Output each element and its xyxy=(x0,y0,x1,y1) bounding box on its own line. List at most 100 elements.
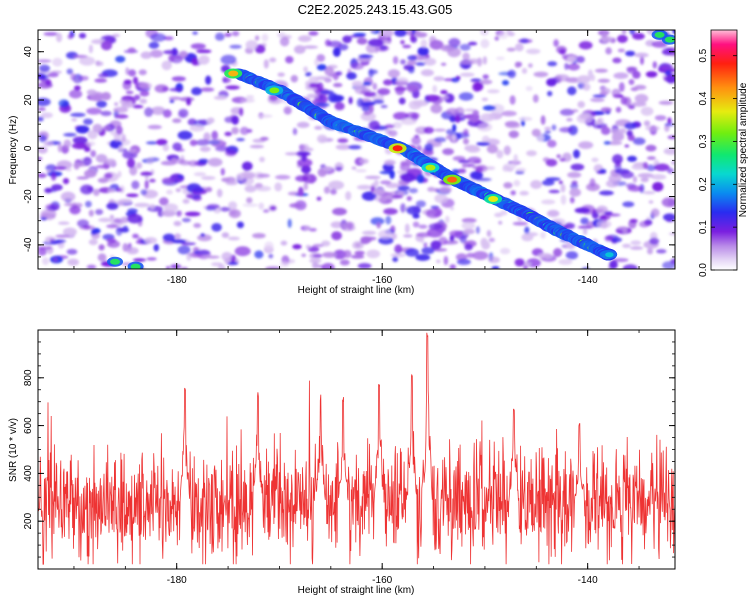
heatmap-cell xyxy=(475,177,492,182)
heatmap-cell xyxy=(177,130,193,140)
heatmap-cell xyxy=(231,115,239,125)
heatmap-cell xyxy=(462,162,467,169)
heatmap-cell xyxy=(351,80,363,88)
heatmap-cell xyxy=(559,127,573,133)
heatmap-cell xyxy=(128,148,137,153)
heatmap-cell xyxy=(256,173,270,178)
heatmap-cell xyxy=(66,68,74,75)
heatmap-cell xyxy=(630,246,644,250)
heatmap-cell xyxy=(192,186,205,193)
heatmap-cell xyxy=(564,222,576,230)
heatmap-cell xyxy=(144,107,154,117)
heatmap-cell xyxy=(149,49,163,58)
colorbar-tick-label: 0.5 xyxy=(698,48,709,62)
heatmap-cell xyxy=(314,126,323,130)
heatmap-cell xyxy=(590,74,596,82)
heatmap-cell xyxy=(331,97,343,103)
heatmap-cell xyxy=(645,125,660,132)
heatmap-cell xyxy=(406,60,417,66)
heatmap-cell xyxy=(50,239,63,245)
heatmap-cell xyxy=(221,177,231,182)
heatmap-y-axis-label: Frequency (Hz) xyxy=(8,116,19,185)
heatmap-cell xyxy=(627,155,637,162)
heatmap-cell xyxy=(314,76,330,81)
heatmap-cell xyxy=(600,36,613,43)
heatmap-cell xyxy=(175,188,181,193)
heatmap-cell xyxy=(476,142,491,146)
heatmap-cell xyxy=(634,93,649,103)
heatmap-cell xyxy=(38,134,47,143)
heatmap-cell xyxy=(104,158,116,165)
heatmap-cell xyxy=(650,208,660,218)
heatmap-cell xyxy=(140,189,148,196)
heatmap-cell xyxy=(603,141,611,145)
heatmap-cell xyxy=(461,221,476,230)
heatmap-cell xyxy=(38,156,43,161)
heatmap-cell xyxy=(427,186,436,192)
heatmap-cell xyxy=(418,224,428,229)
heatmap-cell xyxy=(476,164,488,173)
heatmap-cell xyxy=(71,118,78,122)
heatmap-cell xyxy=(169,99,175,103)
heatmap-cell xyxy=(289,203,304,208)
heatmap-cell xyxy=(599,190,614,196)
heatmap-cell xyxy=(168,96,182,101)
heatmap-cell xyxy=(470,78,482,82)
heatmap-cell xyxy=(475,226,480,234)
heatmap-cell xyxy=(393,112,409,120)
heatmap-cell xyxy=(328,73,336,78)
heatmap-cell xyxy=(390,253,406,258)
heatmap-cell xyxy=(368,120,380,131)
heatmap-cell xyxy=(472,251,489,260)
heatmap-cell xyxy=(69,205,81,215)
heatmap-cell xyxy=(102,125,110,131)
heatmap-cell xyxy=(417,55,427,61)
heatmap-cell xyxy=(335,162,342,167)
heatmap-cell xyxy=(215,32,225,41)
heatmap-cell xyxy=(433,76,445,82)
heatmap-cell xyxy=(62,178,70,185)
heatmap-cell xyxy=(637,173,654,178)
heatmap-cell xyxy=(470,171,483,180)
heatmap-cell xyxy=(38,107,46,111)
snr-x-tick-label: -160 xyxy=(372,575,392,586)
heatmap-cell xyxy=(566,55,577,63)
heatmap-cell xyxy=(121,134,126,143)
heatmap-cell xyxy=(139,82,152,90)
heatmap-cell xyxy=(632,70,641,79)
heatmap-cell xyxy=(139,90,150,97)
heatmap-cell xyxy=(211,130,218,140)
heatmap-y-tick-label: -40 xyxy=(23,237,34,252)
heatmap-cell xyxy=(582,83,591,91)
heatmap-cell xyxy=(236,138,245,142)
heatmap-cell xyxy=(448,240,459,244)
snr-x-axis-label: Height of straight line (km) xyxy=(298,585,415,596)
heatmap-cell xyxy=(84,169,97,178)
heatmap-cell xyxy=(197,234,212,242)
heatmap-cell xyxy=(314,58,319,66)
heatmap-cell xyxy=(101,92,111,101)
heatmap-cell xyxy=(408,66,415,74)
heatmap-cell xyxy=(568,125,578,136)
heatmap-cell xyxy=(560,183,566,193)
heatmap-cell xyxy=(547,61,558,67)
heatmap-cell xyxy=(216,188,223,198)
heatmap-cell xyxy=(177,174,184,179)
heatmap-cell xyxy=(171,239,187,244)
colorbar-ticks: 0.0 0.1 0.2 0.3 0.4 0.5 xyxy=(698,48,737,277)
heatmap-cell xyxy=(162,233,175,242)
heatmap-cell xyxy=(480,79,493,85)
heatmap-cell xyxy=(227,261,239,265)
heatmap-cell xyxy=(451,77,460,83)
heatmap-cell xyxy=(473,82,484,91)
heatmap-cell xyxy=(395,77,409,85)
heatmap-cell xyxy=(231,126,239,135)
heatmap-cell xyxy=(604,235,614,242)
heatmap-cell xyxy=(515,167,527,173)
heatmap-cell xyxy=(468,116,480,123)
heatmap-cell xyxy=(415,200,426,208)
heatmap-cell xyxy=(115,55,126,63)
heatmap-cell xyxy=(482,56,487,65)
heatmap-cell xyxy=(100,40,113,51)
heatmap-cell xyxy=(140,51,152,59)
